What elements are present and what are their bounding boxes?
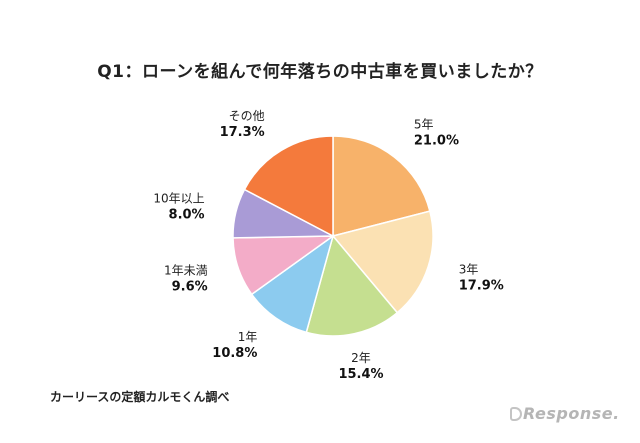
pie-slices (232, 135, 434, 337)
pie-slice (331, 210, 434, 314)
watermark-text: Response. (523, 404, 620, 423)
slice-label-name: 1年 (238, 330, 258, 344)
slice-label: 3年 17.9% (459, 262, 504, 293)
slice-label: 1年 10.8% (212, 330, 257, 361)
slice-label: 1年未満 9.6% (164, 264, 208, 295)
slice-label-value: 17.3% (220, 125, 265, 140)
slice-label-name: 5年 (414, 118, 434, 132)
pie-slice (243, 135, 334, 238)
slice-label-value: 15.4% (338, 367, 383, 382)
pie-slice (332, 135, 431, 237)
slice-label-value: 9.6% (172, 280, 208, 295)
slice-label-value: 8.0% (169, 208, 205, 223)
slice-label-value: 21.0% (414, 134, 459, 149)
response-logo-icon (510, 407, 522, 421)
pie-slice (250, 234, 335, 334)
slice-label: その他 17.3% (220, 109, 265, 140)
slice-label-name: 1年未満 (164, 264, 208, 278)
slice-label: 10年以上 8.0% (153, 192, 204, 223)
slice-label-value: 17.9% (459, 278, 504, 293)
slice-label-name: 3年 (459, 262, 479, 276)
source-note: カーリースの定額カルモくん調べ (50, 390, 230, 404)
slice-label: 2年 15.4% (338, 351, 383, 382)
slice-label-name: その他 (229, 109, 265, 123)
slice-label-name: 2年 (351, 351, 371, 365)
slice-label-name: 10年以上 (153, 192, 204, 206)
watermark: Response. (510, 404, 620, 423)
slice-label: 5年 21.0% (414, 118, 459, 149)
pie-slice (305, 234, 399, 337)
slice-label-value: 10.8% (212, 346, 257, 361)
pie-labels: 5年 21.0% 3年 17.9% 2年 15.4% 1年 10.8% 1年未満 9.6% 10年以… (153, 109, 503, 382)
chart-title: Q1：ローンを組んで何年落ちの中古車を買いましたか？ (97, 62, 543, 82)
